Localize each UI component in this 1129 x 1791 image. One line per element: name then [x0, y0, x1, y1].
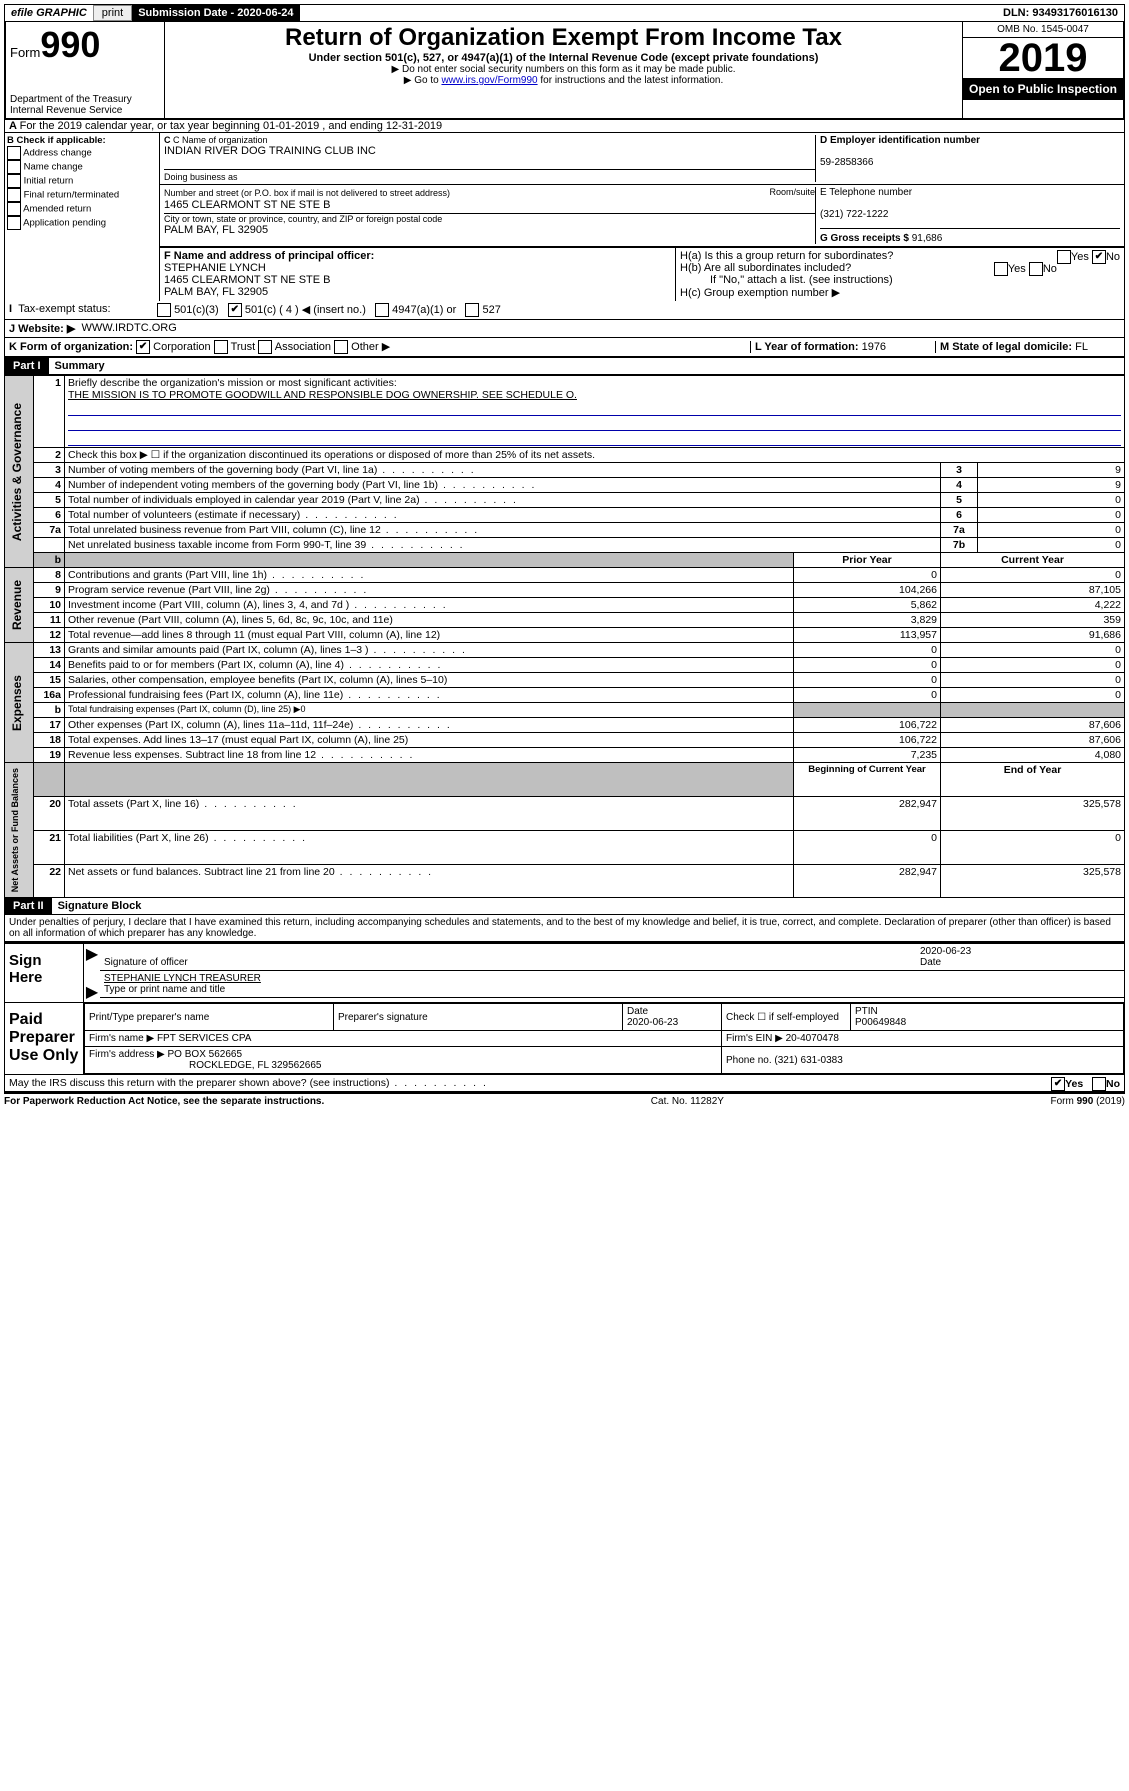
cat-expenses: Expenses — [8, 671, 26, 735]
paid-preparer-block: Paid Preparer Use Only Print/Type prepar… — [4, 1003, 1125, 1075]
form-subtitle: Under section 501(c), 527, or 4947(a)(1)… — [167, 52, 960, 64]
officer-name: STEPHANIE LYNCH — [164, 262, 266, 274]
dept-label: Department of the Treasury Internal Reve… — [10, 94, 160, 116]
tax-year: 2019 — [963, 38, 1123, 78]
self-employed-cb[interactable]: Check ☐ if self-employed — [722, 1004, 851, 1031]
prep-sig-label: Preparer's signature — [334, 1004, 623, 1031]
part2-header: Part II Signature Block — [4, 898, 1125, 915]
cb-address-change[interactable]: Address change — [7, 146, 157, 160]
cb-amended[interactable]: Amended return — [7, 202, 157, 216]
footer: For Paperwork Reduction Act Notice, see … — [4, 1092, 1125, 1107]
cb-final-return[interactable]: Final return/terminated — [7, 188, 157, 202]
prep-date: 2020-06-23 — [627, 1017, 678, 1028]
g-gross-label: G Gross receipts $ — [820, 233, 909, 244]
perjury-text: Under penalties of perjury, I declare th… — [4, 915, 1125, 942]
officer-addr2: PALM BAY, FL 32905 — [164, 286, 268, 298]
discuss-row: May the IRS discuss this return with the… — [4, 1075, 1125, 1092]
state-domicile: FL — [1075, 341, 1088, 353]
org-name: INDIAN RIVER DOG TRAINING CLUB INC — [164, 145, 815, 157]
city-label: City or town, state or province, country… — [164, 213, 815, 224]
part1-table: Activities & Governance 1 Briefly descri… — [4, 375, 1125, 898]
mission-text: THE MISSION IS TO PROMOTE GOODWILL AND R… — [68, 389, 577, 401]
website-label: J Website: ▶ — [9, 322, 75, 335]
part1-header: Part I Summary — [4, 358, 1125, 375]
dln-label: DLN: 93493176016130 — [997, 5, 1124, 21]
year-formation: 1976 — [862, 341, 886, 353]
footer-left: For Paperwork Reduction Act Notice, see … — [4, 1096, 324, 1107]
irs-link[interactable]: www.irs.gov/Form990 — [441, 75, 537, 86]
note-ssn: ▶ Do not enter social security numbers o… — [167, 64, 960, 75]
cat-net-assets: Net Assets or Fund Balances — [8, 764, 22, 896]
website-value: WWW.IRDTC.ORG — [81, 322, 176, 335]
firm-city: ROCKLEDGE, FL 329562665 — [89, 1060, 321, 1071]
row-j-website: J Website: ▶ WWW.IRDTC.ORG — [4, 320, 1125, 338]
sign-here-block: Sign Here ▶▶ Signature of officer 2020-0… — [4, 942, 1125, 1003]
room-label: Room/suite — [769, 187, 815, 197]
row-klm: K Form of organization: ✔ Corporation Tr… — [4, 338, 1125, 358]
d-ein-label: D Employer identification number — [820, 135, 980, 146]
f-officer: F Name and address of principal officer:… — [160, 248, 675, 301]
paid-preparer-label: Paid Preparer Use Only — [5, 1003, 84, 1074]
cb-initial-return[interactable]: Initial return — [7, 174, 157, 188]
cb-name-change[interactable]: Name change — [7, 160, 157, 174]
city-value: PALM BAY, FL 32905 — [164, 224, 815, 236]
form-title: Return of Organization Exempt From Incom… — [167, 24, 960, 52]
gross-receipts: 91,686 — [912, 233, 943, 244]
print-button[interactable]: print — [93, 5, 132, 21]
sig-officer-label: Signature of officer — [104, 957, 188, 968]
firm-phone: (321) 631-0383 — [774, 1055, 842, 1066]
line1-label: Briefly describe the organization's miss… — [68, 377, 397, 389]
note-link: ▶ Go to www.irs.gov/Form990 for instruct… — [167, 75, 960, 86]
officer-printed-name: STEPHANIE LYNCH TREASURER — [104, 973, 261, 984]
cat-revenue: Revenue — [8, 576, 26, 634]
line2-discontinued: Check this box ▶ ☐ if the organization d… — [65, 448, 1125, 463]
firm-addr: PO BOX 562665 — [168, 1049, 243, 1060]
e-phone-label: E Telephone number — [820, 187, 912, 198]
submission-date: Submission Date - 2020-06-24 — [132, 5, 299, 21]
firm-name: FPT SERVICES CPA — [157, 1033, 251, 1044]
addr-label: Number and street (or P.O. box if mail i… — [164, 188, 450, 198]
form-prefix: Form — [10, 45, 40, 60]
street-addr: 1465 CLEARMONT ST NE STE B — [164, 199, 330, 211]
dba-label: Doing business as — [164, 169, 815, 182]
identity-block: B Check if applicable: Address change Na… — [4, 133, 1125, 301]
form-number: Form990 — [10, 24, 160, 66]
arrow-icon: ▶▶ — [84, 944, 100, 1002]
efile-label: efile GRAPHIC — [5, 5, 93, 21]
footer-cat: Cat. No. 11282Y — [324, 1096, 1050, 1107]
prep-name-label: Print/Type preparer's name — [85, 1004, 334, 1031]
open-public-badge: Open to Public Inspection — [963, 78, 1123, 100]
c-name-label: C Name of organization — [173, 135, 268, 145]
cat-activities-governance: Activities & Governance — [8, 399, 26, 545]
row-i-tax-status: I Tax-exempt status: 501(c)(3) ✔ 501(c) … — [4, 301, 1125, 320]
footer-right: Form 990 (2019) — [1051, 1096, 1125, 1107]
top-bar: efile GRAPHIC print Submission Date - 20… — [4, 4, 1125, 22]
firm-ein: 20-4070478 — [786, 1033, 839, 1044]
b-label: B Check if applicable: — [7, 135, 106, 146]
row-a-period: A For the 2019 calendar year, or tax yea… — [4, 120, 1125, 133]
sign-here-label: Sign Here — [5, 944, 84, 1002]
col-b-checkboxes: B Check if applicable: Address change Na… — [5, 133, 160, 301]
phone-value: (321) 722-1222 — [820, 209, 888, 220]
form-990: 990 — [40, 24, 100, 65]
ein-value: 59-2858366 — [820, 157, 873, 168]
h-group-return: H(a) Is this a group return for subordin… — [675, 248, 1124, 301]
form-header: Form990 Department of the Treasury Inter… — [4, 22, 1125, 120]
sig-date: 2020-06-23 — [920, 946, 971, 957]
officer-addr1: 1465 CLEARMONT ST NE STE B — [164, 274, 330, 286]
cb-app-pending[interactable]: Application pending — [7, 216, 157, 230]
ptin-value: P00649848 — [855, 1017, 906, 1028]
